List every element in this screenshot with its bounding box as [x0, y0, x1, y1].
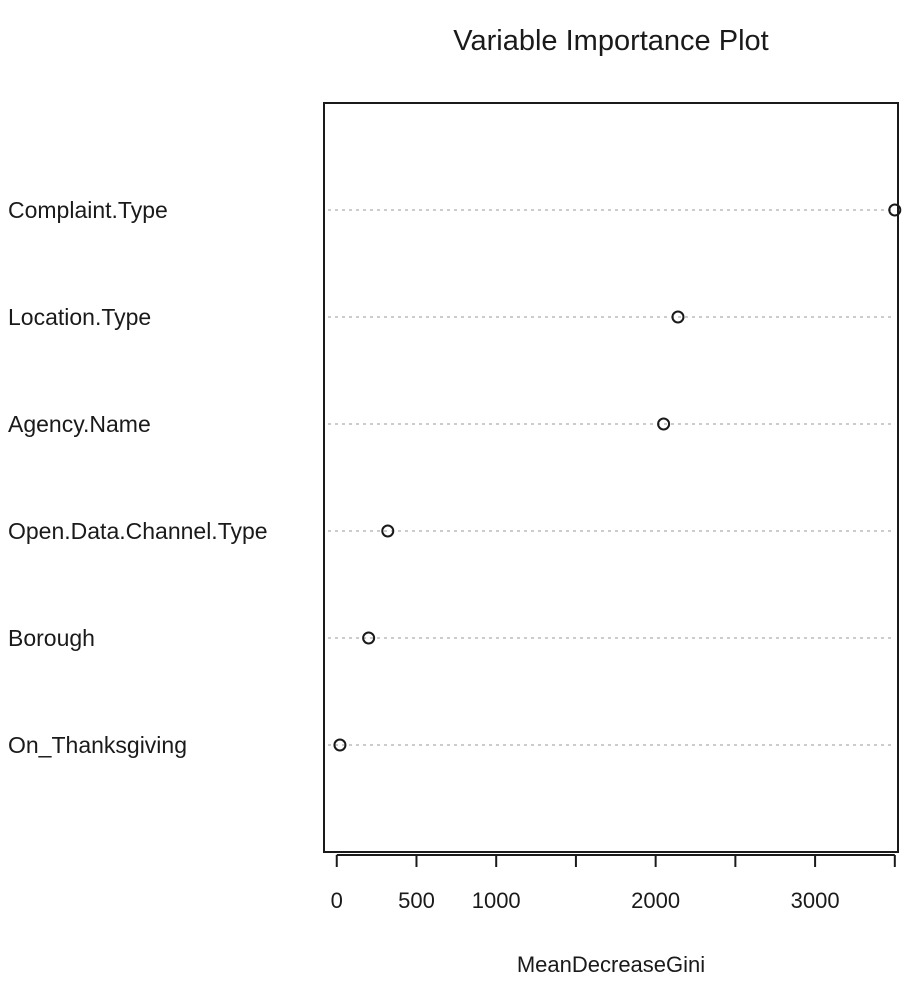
category-label: Open.Data.Channel.Type: [8, 518, 268, 544]
category-labels: Complaint.Type Location.Type Agency.Name Op…: [8, 197, 268, 758]
data-point: [671, 310, 685, 324]
data-point: [362, 631, 376, 645]
category-label: Location.Type: [8, 304, 151, 330]
data-point: [657, 417, 671, 431]
x-axis-ticks: 0 500 1000 2000 3000: [331, 855, 896, 913]
data-point: [333, 738, 347, 752]
x-axis-label: MeanDecreaseGini: [517, 952, 705, 977]
x-tick-label: 1000: [472, 888, 521, 913]
x-tick-label: 2000: [631, 888, 680, 913]
plot-frame: [323, 102, 899, 853]
x-tick-label: 500: [398, 888, 435, 913]
chart-title: Variable Importance Plot: [453, 25, 768, 57]
data-point: [888, 203, 902, 217]
x-tick-label: 3000: [791, 888, 840, 913]
guide-lines: [328, 209, 894, 746]
data-point: [381, 524, 395, 538]
category-label: On_Thanksgiving: [8, 732, 187, 758]
data-points: [333, 203, 902, 752]
category-label: Complaint.Type: [8, 197, 168, 223]
category-label: Agency.Name: [8, 411, 151, 437]
x-tick-label: 0: [331, 888, 343, 913]
category-label: Borough: [8, 625, 95, 651]
